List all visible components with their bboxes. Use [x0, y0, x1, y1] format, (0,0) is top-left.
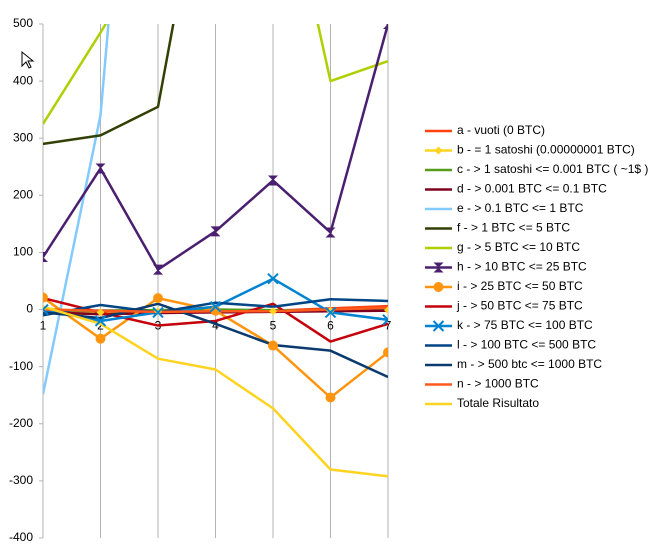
series-line: [43, 305, 388, 478]
legend-label: n - > 1000 BTC: [457, 377, 539, 391]
series-line: [43, 302, 388, 379]
marker: [268, 340, 278, 351]
marker: [382, 314, 388, 326]
marker: [96, 308, 105, 317]
marker: [324, 306, 337, 319]
marker: [43, 252, 48, 263]
x-tick-label: 4: [212, 319, 219, 333]
marker: [43, 303, 49, 316]
marker: [152, 306, 164, 319]
marker: [94, 315, 107, 327]
plot-area: [43, 24, 388, 478]
marker: [325, 392, 336, 403]
y-tick-label: 0: [26, 302, 33, 316]
y-tick-label: 200: [13, 188, 33, 202]
marker: [383, 24, 388, 29]
legend-label: g - > 5 BTC <= 10 BTC: [457, 240, 580, 254]
legend-label: m - > 500 btc <= 1000 BTC: [457, 357, 602, 371]
legend-label: i - > 25 BTC <= 50 BTC: [457, 279, 583, 293]
series-line: [43, 24, 110, 395]
series-line: [43, 24, 388, 125]
legend-label: f - > 1 BTC <= 5 BTC: [457, 221, 570, 235]
x-tick-label: 5: [270, 319, 277, 333]
y-tick-label: 500: [13, 16, 33, 30]
y-tick-label: -100: [9, 359, 33, 373]
x-tick-label: 7: [385, 319, 392, 333]
legend-label: e - > 0.1 BTC <= 1 BTC: [457, 201, 584, 215]
x-tick-label: 6: [327, 319, 334, 333]
series-line: [43, 298, 388, 317]
marker: [384, 306, 388, 315]
marker: [433, 282, 444, 292]
x-tick-label: 2: [97, 319, 104, 333]
marker: [153, 293, 163, 304]
y-tick-label: -200: [9, 416, 33, 430]
marker: [153, 264, 163, 275]
marker: [432, 320, 445, 332]
y-tick-label: 100: [13, 245, 33, 259]
marker: [210, 226, 221, 237]
legend-label: h - > 10 BTC <= 25 BTC: [457, 260, 587, 274]
marker: [95, 163, 106, 174]
legend-label: c - > 1 satoshi <= 0.001 BTC ( ~1$ ): [457, 162, 648, 176]
marker: [326, 306, 335, 315]
legend-label: Totale Risultato: [457, 396, 539, 410]
x-tick-label: 1: [40, 319, 47, 333]
legend-label: j - > 50 BTC <= 75 BTC: [456, 299, 583, 313]
marker: [325, 227, 336, 238]
marker: [43, 292, 48, 303]
marker: [209, 300, 222, 313]
legend-label: d - > 0.001 BTC <= 0.1 BTC: [457, 182, 607, 196]
y-tick-label: 300: [13, 130, 33, 144]
marker: [269, 307, 277, 316]
legend-label: a - vuoti (0 BTC): [457, 123, 545, 137]
series-line: [43, 24, 175, 146]
legend-label: l - > 100 BTC <= 500 BTC: [457, 338, 596, 352]
marker: [95, 333, 106, 344]
marker: [383, 347, 388, 358]
legend-label: b - = 1 satoshi (0.00000001 BTC): [457, 143, 635, 157]
marker: [433, 262, 444, 273]
y-tick-label: -300: [9, 473, 33, 487]
cursor: [21, 50, 35, 69]
y-tick-label: -400: [9, 530, 33, 544]
legend-label: k - > 75 BTC <= 100 BTC: [457, 318, 593, 332]
marker: [268, 175, 278, 186]
marker: [267, 273, 279, 285]
y-tick-label: 400: [13, 73, 33, 87]
marker: [434, 146, 443, 155]
